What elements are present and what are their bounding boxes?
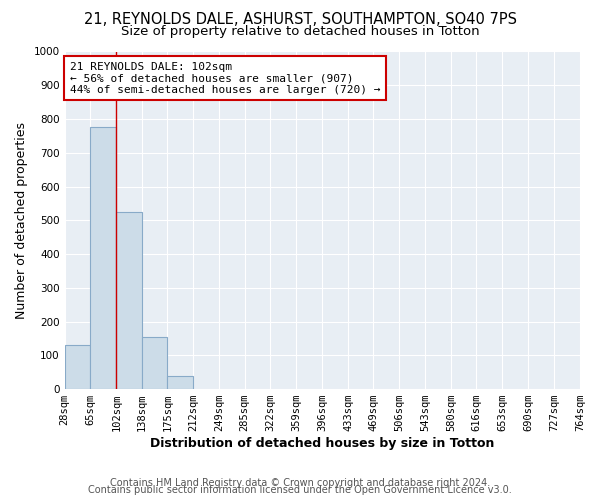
Bar: [142, 337, 167, 389]
Text: 21 REYNOLDS DALE: 102sqm
← 56% of detached houses are smaller (907)
44% of semi-: 21 REYNOLDS DALE: 102sqm ← 56% of detach…: [70, 62, 380, 95]
Bar: [167, 376, 193, 389]
X-axis label: Distribution of detached houses by size in Totton: Distribution of detached houses by size …: [150, 437, 494, 450]
Text: 21, REYNOLDS DALE, ASHURST, SOUTHAMPTON, SO40 7PS: 21, REYNOLDS DALE, ASHURST, SOUTHAMPTON,…: [83, 12, 517, 28]
Text: Contains HM Land Registry data © Crown copyright and database right 2024.: Contains HM Land Registry data © Crown c…: [110, 478, 490, 488]
Bar: [65, 345, 91, 389]
Bar: [91, 128, 116, 389]
Bar: [116, 212, 142, 389]
Y-axis label: Number of detached properties: Number of detached properties: [15, 122, 28, 319]
Text: Contains public sector information licensed under the Open Government Licence v3: Contains public sector information licen…: [88, 485, 512, 495]
Text: Size of property relative to detached houses in Totton: Size of property relative to detached ho…: [121, 25, 479, 38]
